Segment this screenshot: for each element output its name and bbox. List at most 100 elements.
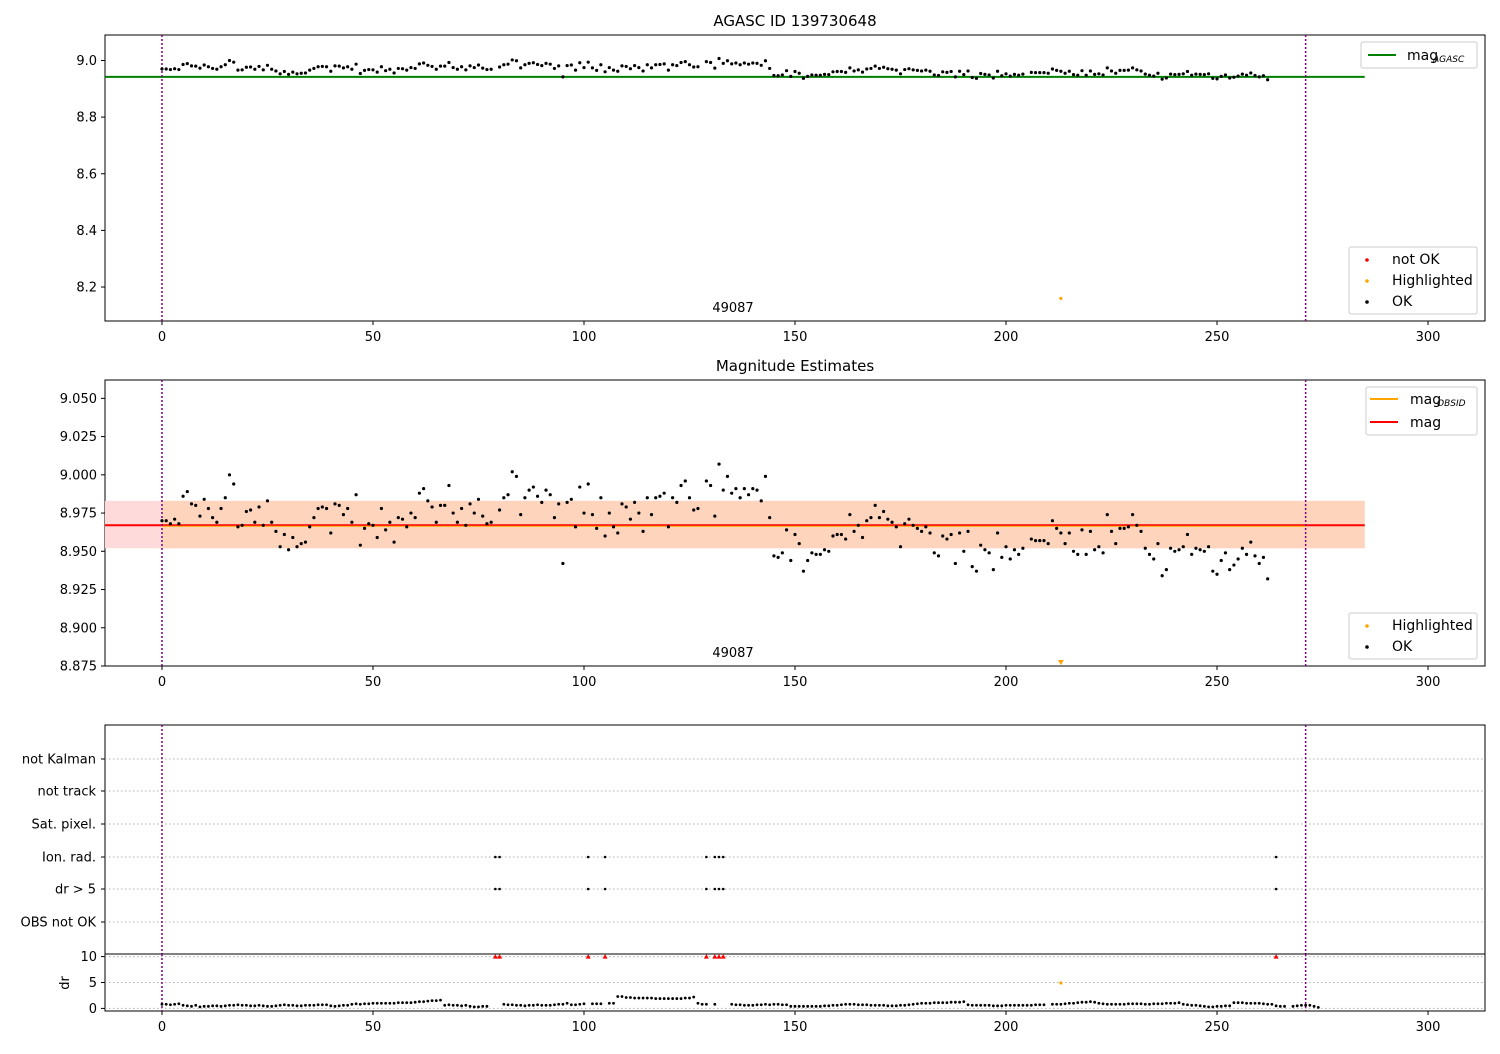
top-ok-point xyxy=(455,67,459,71)
middle-ok-point xyxy=(637,511,641,515)
dr-ok-point xyxy=(730,1002,734,1006)
top-ok-point xyxy=(945,70,949,74)
top-ok-point xyxy=(1000,74,1004,78)
dr-ok-point xyxy=(675,997,679,1000)
dr-ok-point xyxy=(645,996,649,1000)
dr-ok-point xyxy=(835,1003,839,1007)
middle-ok-point xyxy=(552,516,557,520)
middle-ok-point xyxy=(586,482,590,486)
dr-ok-point xyxy=(979,1003,983,1007)
top-ok-point xyxy=(679,60,683,65)
dr-ok-point xyxy=(991,1004,995,1008)
dr-ok-point xyxy=(439,998,442,1002)
dr-ok-point xyxy=(536,1003,539,1007)
top-ok-point xyxy=(1131,66,1135,70)
dr-ok-point xyxy=(852,1002,856,1006)
top-ok-point xyxy=(1093,72,1097,76)
dr-ok-point xyxy=(840,1003,843,1007)
top-ok-point xyxy=(599,63,603,67)
dr-ok-point xyxy=(468,1004,472,1008)
dr-ok-point xyxy=(599,1002,603,1006)
top-ok-point xyxy=(527,61,531,65)
dr-ok-point xyxy=(506,1003,510,1007)
top-ok-point xyxy=(983,72,987,76)
dr-ok-point xyxy=(907,1003,911,1007)
dr-ok-point xyxy=(1105,1002,1109,1006)
middle-ok-point xyxy=(392,540,396,544)
dr-ok-point xyxy=(548,1003,552,1007)
middle-ok-point xyxy=(1164,568,1168,572)
dr-ok-point xyxy=(1021,1003,1025,1007)
top-xtick-label: 150 xyxy=(783,330,808,345)
top-ok-point xyxy=(768,66,772,71)
middle-chart-title: Magnitude Estimates xyxy=(716,357,874,375)
dr-ok-point xyxy=(1097,1001,1101,1005)
top-ok-point xyxy=(1177,72,1181,76)
dr-ok-point xyxy=(1211,1005,1215,1009)
middle-ok-point xyxy=(413,516,417,520)
flag-point xyxy=(498,887,501,891)
top-ok-point xyxy=(189,64,194,68)
dr-ok-point xyxy=(662,997,666,1000)
top-ok-point xyxy=(481,66,485,70)
top-ok-point xyxy=(211,66,215,71)
dr-ok-point xyxy=(329,1004,333,1008)
top-ok-point xyxy=(257,64,261,69)
dr-ok-point xyxy=(198,1005,202,1009)
middle-ok-point xyxy=(1206,545,1211,549)
middle-ok-point xyxy=(658,494,662,498)
top-ok-point xyxy=(856,68,860,72)
middle-ok-point xyxy=(1249,540,1253,544)
middle-ok-point xyxy=(911,523,915,527)
middle-xtick-label: 100 xyxy=(572,675,597,690)
flag-point xyxy=(494,887,497,891)
middle-ok-point xyxy=(793,532,797,537)
middle-ytick-label: 8.975 xyxy=(60,507,97,522)
dr-ok-point xyxy=(253,1004,257,1008)
top-ok-point xyxy=(932,73,936,77)
top-ok-point xyxy=(725,59,730,63)
top-ok-point xyxy=(979,71,983,76)
dr-ok-point xyxy=(823,1004,826,1008)
top-legend-points[interactable]: not OK Highlighted OK xyxy=(1348,246,1478,315)
dr-ok-point xyxy=(793,1004,797,1008)
flag-point xyxy=(705,855,708,859)
dr-ok-point xyxy=(261,1004,265,1008)
middle-ok-point xyxy=(1147,552,1152,556)
middle-legend-points[interactable]: Highlighted OK xyxy=(1348,612,1478,660)
top-legend-mag-label: mag xyxy=(1407,48,1438,64)
dr-ok-point xyxy=(244,1003,248,1007)
top-ok-point xyxy=(920,69,924,73)
top-ok-point xyxy=(565,63,569,68)
dr-ok-point xyxy=(700,1002,704,1006)
middle-ok-point xyxy=(337,503,341,508)
middle-ok-point xyxy=(1012,548,1017,552)
top-ok-point xyxy=(485,67,489,72)
dr-ok-point xyxy=(759,1003,763,1007)
flag-point xyxy=(1274,855,1278,859)
middle-ok-point xyxy=(417,491,422,495)
dr-ok-point xyxy=(392,1001,396,1005)
top-ok-point xyxy=(185,62,189,66)
middle-xtick-label: 50 xyxy=(365,675,382,690)
middle-legend-ok: OK xyxy=(1392,639,1413,655)
middle-ok-point xyxy=(696,506,700,511)
dr-ok-point xyxy=(405,1001,409,1005)
middle-ok-point xyxy=(1131,512,1135,517)
top-ok-point xyxy=(924,68,928,72)
middle-ok-point xyxy=(624,505,628,509)
middle-legend-lines[interactable]: mag OBSID mag xyxy=(1365,386,1478,436)
dr-ok-point xyxy=(1240,1001,1244,1005)
middle-ok-point xyxy=(329,531,333,535)
top-ok-point xyxy=(1253,73,1257,78)
middle-ytick-label: 8.950 xyxy=(60,545,97,560)
middle-ytick-label: 8.875 xyxy=(60,660,97,675)
flag-point xyxy=(717,887,721,891)
top-legend-line[interactable]: mag AGASC xyxy=(1360,41,1478,69)
top-ok-point xyxy=(831,70,835,74)
middle-ok-point xyxy=(422,486,426,491)
dr-ok-point xyxy=(1114,1002,1118,1006)
top-ok-point xyxy=(1164,76,1168,80)
top-ok-point xyxy=(506,62,510,66)
middle-ok-point xyxy=(447,483,451,488)
